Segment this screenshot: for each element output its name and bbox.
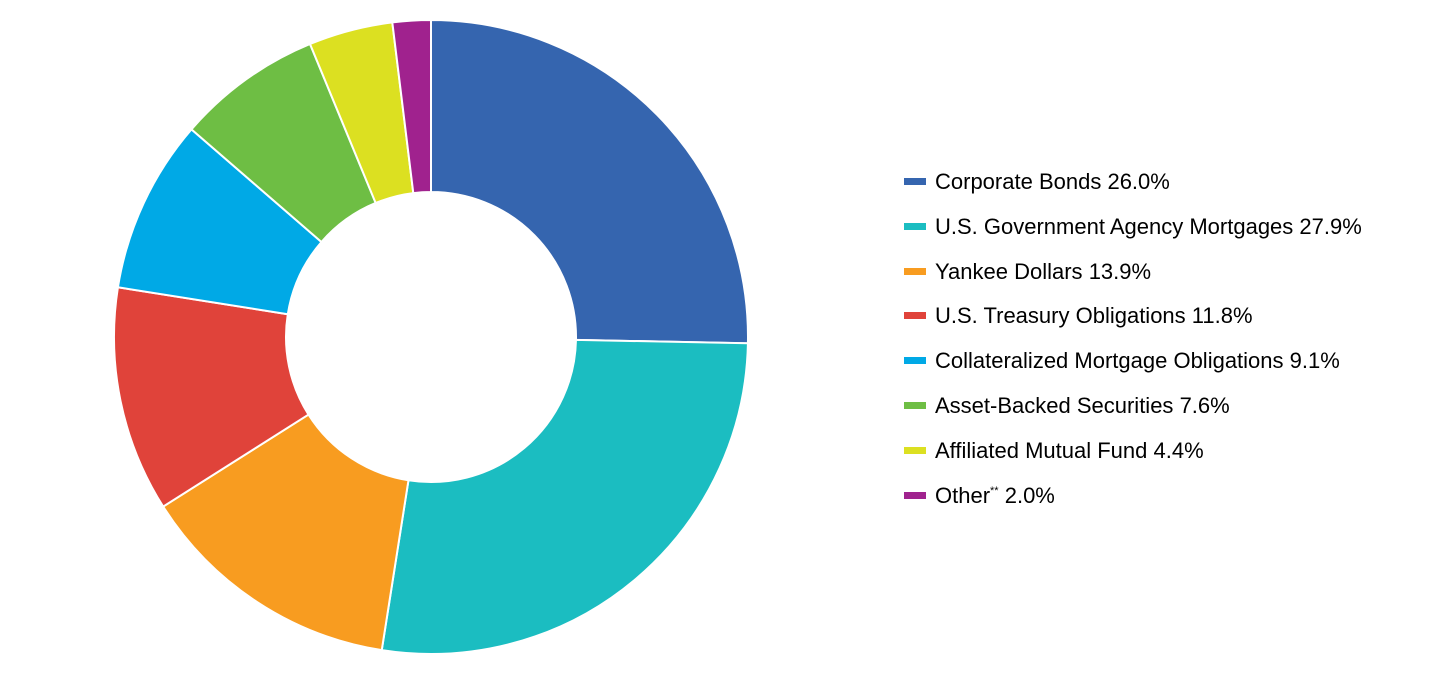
donut-slice-1 [380, 338, 749, 655]
legend-label-name: Corporate Bonds [935, 169, 1102, 194]
legend-swatch [904, 312, 926, 320]
legend-value: 7.6% [1179, 392, 1230, 418]
legend-label: Yankee Dollars 13.9% [935, 259, 1151, 285]
legend-value: 27.9% [1299, 213, 1362, 239]
donut-slice-2 [161, 413, 410, 652]
legend-label: U.S. Government Agency Mortgages 27.9% [935, 214, 1362, 240]
legend-label: Affiliated Mutual Fund 4.4% [935, 438, 1204, 464]
legend-label-name: U.S. Government Agency Mortgages [935, 213, 1294, 239]
legend-label-name: Collateralized Mortgage Obligations [935, 348, 1284, 374]
legend-label: U.S. Treasury Obligations 11.8% [935, 303, 1253, 329]
legend-label-name: U.S. Treasury Obligations [935, 303, 1186, 329]
legend-label: Corporate Bonds 26.0% [935, 169, 1170, 195]
legend-value: 9.1% [1289, 348, 1340, 374]
legend-label: Collateralized Mortgage Obligations 9.1% [935, 348, 1340, 374]
legend-swatch [904, 178, 926, 185]
legend-swatch [904, 401, 926, 409]
legend-label-name: Asset-Backed Securities [935, 392, 1174, 418]
donut-slice-7 [391, 18, 432, 195]
legend-label: Other** 2.0% [935, 483, 1055, 509]
legend-swatch [904, 222, 926, 230]
legend-value: 13.9% [1088, 258, 1152, 284]
legend-footnote-marker: ** [990, 484, 999, 497]
legend-value: 26.0% [1107, 169, 1170, 194]
legend-label-name: Affiliated Mutual Fund [935, 437, 1148, 463]
legend-value: 2.0% [1004, 482, 1055, 508]
legend-value: 4.4% [1153, 437, 1204, 463]
legend-swatch [904, 491, 926, 499]
legend-label-name: Yankee Dollars [935, 258, 1083, 284]
legend-label-name: Other [935, 482, 991, 508]
donut-slice-0 [430, 18, 749, 345]
legend-swatch [904, 357, 926, 365]
donut-slice-3 [113, 286, 310, 508]
legend-swatch [904, 267, 926, 275]
legend-label: Asset-Backed Securities 7.6% [935, 393, 1230, 419]
legend-value: 11.8% [1191, 303, 1253, 329]
legend-swatch [904, 446, 926, 454]
